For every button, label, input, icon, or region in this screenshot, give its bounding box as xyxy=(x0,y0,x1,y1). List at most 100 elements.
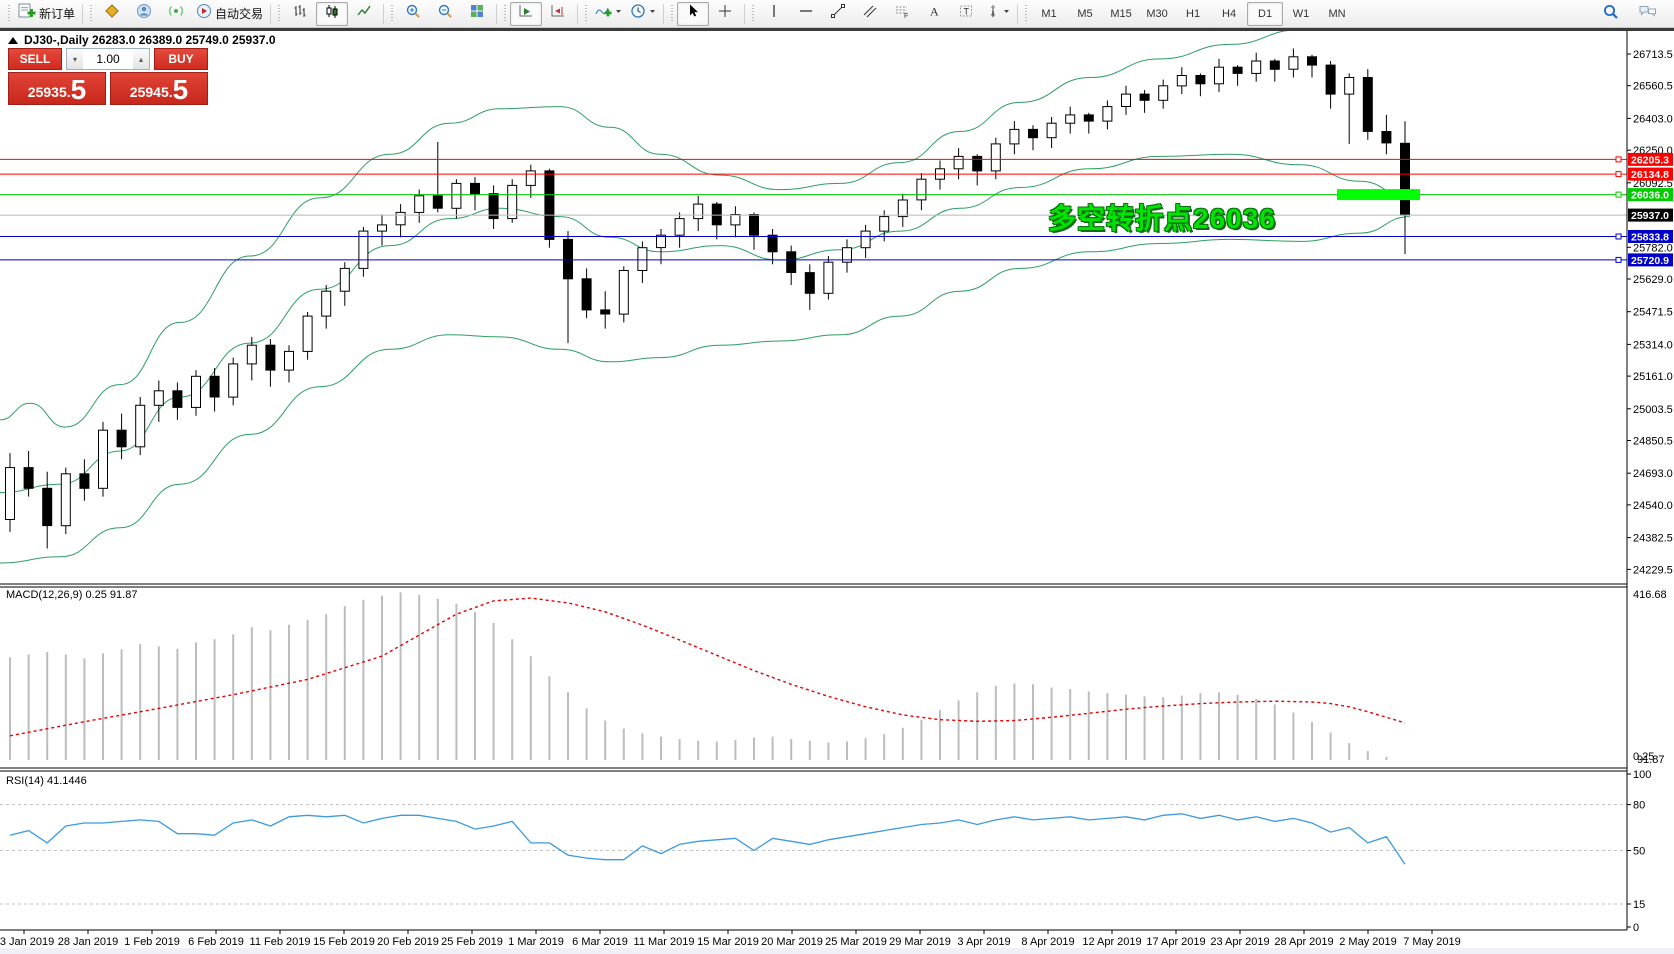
toolbar-drag-handle[interactable] xyxy=(503,4,508,23)
vertical-line-button[interactable] xyxy=(758,2,790,26)
bid-price-button[interactable]: 25935. 5 xyxy=(8,72,106,105)
equidistant-channel-button[interactable] xyxy=(854,2,886,26)
timeframe-W1-button[interactable]: W1 xyxy=(1292,7,1310,20)
chart-surface[interactable] xyxy=(0,31,1674,954)
svg-text:50: 50 xyxy=(1633,846,1645,858)
toolbar-drag-handle[interactable] xyxy=(751,4,756,23)
toolbar-button-label: 自动交易 xyxy=(215,7,264,21)
ask-price-button[interactable]: 25945. 5 xyxy=(110,72,208,105)
svg-text:20 Feb 2019: 20 Feb 2019 xyxy=(377,936,439,948)
svg-text:25629.0: 25629.0 xyxy=(1633,274,1673,286)
main-toolbar: 新订单 自动交易 F A T M1 M5 M15 M30 H1 H4 D1 W1 MN xyxy=(0,0,1674,28)
clock-icon xyxy=(630,3,646,24)
toolbar-drag-handle[interactable] xyxy=(7,4,11,23)
svg-text:A: A xyxy=(930,5,939,19)
line-chart-button[interactable] xyxy=(348,2,380,26)
svg-text:6 Mar 2019: 6 Mar 2019 xyxy=(572,936,628,948)
chart-shift-button[interactable] xyxy=(542,2,574,26)
svg-text:25314.0: 25314.0 xyxy=(1633,339,1673,351)
timeframe-M1-button[interactable]: M1 xyxy=(1041,7,1057,20)
timeframe-M5-button[interactable]: M5 xyxy=(1077,7,1093,20)
buy-button[interactable]: BUY xyxy=(154,48,208,70)
history-center-button[interactable] xyxy=(96,2,128,26)
collapse-triangle-icon[interactable] xyxy=(8,36,18,44)
toolbar-drag-handle[interactable] xyxy=(277,4,282,23)
timeframe-D1-button[interactable]: D1 xyxy=(1247,1,1284,26)
time-axis[interactable]: 23 Jan 2019 28 Jan 2019 1 Feb 2019 6 Feb 20… xyxy=(0,930,1461,948)
sell-button[interactable]: SELL xyxy=(8,48,62,70)
search-button[interactable] xyxy=(1594,2,1626,26)
periods-button[interactable] xyxy=(626,2,660,26)
timeframe-MN-button[interactable]: MN xyxy=(1328,7,1346,20)
volume-value[interactable]: 1.00 xyxy=(96,52,120,66)
chevron-down-icon[interactable] xyxy=(615,3,622,24)
price-axis[interactable]: 26713.526560.526403.026250.026092.525782… xyxy=(1626,31,1673,930)
bid-main: 25935 xyxy=(27,84,67,100)
text-label-button[interactable]: T xyxy=(950,2,982,26)
new-order-icon xyxy=(18,3,36,24)
horizontal-line-button[interactable] xyxy=(790,2,822,26)
textlabel-icon: T xyxy=(958,3,974,24)
svg-text:12 Apr 2019: 12 Apr 2019 xyxy=(1082,936,1141,948)
cursor-button[interactable] xyxy=(677,1,710,26)
ask-big-digit: 5 xyxy=(172,74,189,105)
toolbar-drag-handle[interactable] xyxy=(584,4,589,23)
svg-text:15 Feb 2019: 15 Feb 2019 xyxy=(313,936,375,948)
chevron-down-icon[interactable] xyxy=(649,3,656,24)
toolbar-drag-handle[interactable] xyxy=(1024,4,1029,23)
text-button[interactable]: A xyxy=(918,2,950,26)
horizontal-lines[interactable] xyxy=(0,156,1627,263)
svg-text:29 Mar 2019: 29 Mar 2019 xyxy=(889,936,951,948)
timeframe-M30-button[interactable]: M30 xyxy=(1146,7,1168,20)
rsi-pane[interactable]: 100 80 50 15 0 RSI(14) 41.1446 xyxy=(0,769,1651,934)
indicator-icon xyxy=(595,3,612,24)
svg-text:17 Apr 2019: 17 Apr 2019 xyxy=(1146,936,1205,948)
toolbar-drag-handle[interactable] xyxy=(89,4,94,23)
svg-text:6 Feb 2019: 6 Feb 2019 xyxy=(188,936,244,948)
zoom-in-button[interactable] xyxy=(397,2,429,26)
timeframe-H1-button[interactable]: H1 xyxy=(1186,7,1201,20)
candle-chart-button[interactable] xyxy=(316,1,349,26)
candles-icon xyxy=(324,3,340,24)
indicators-button[interactable] xyxy=(591,2,626,26)
chart-title-text: DJ30-,Daily 26283.0 26389.0 25749.0 2593… xyxy=(24,33,276,47)
svg-text:23 Jan 2019: 23 Jan 2019 xyxy=(0,936,54,948)
pane-separators[interactable] xyxy=(0,583,1627,931)
bar-chart-button[interactable] xyxy=(284,2,316,26)
chat-button[interactable] xyxy=(1632,2,1664,26)
svg-text:3 Apr 2019: 3 Apr 2019 xyxy=(957,936,1010,948)
chevron-down-icon[interactable] xyxy=(1003,3,1010,24)
shapes-button[interactable] xyxy=(982,2,1014,26)
toolbar-drag-handle[interactable] xyxy=(670,4,675,23)
linechart-icon xyxy=(356,3,372,24)
crosshair-button[interactable] xyxy=(709,2,741,26)
svg-text:7 May 2019: 7 May 2019 xyxy=(1403,936,1460,948)
timeframe-H4-button[interactable]: H4 xyxy=(1222,7,1237,20)
profiles-button[interactable] xyxy=(128,2,160,26)
svg-text:24850.5: 24850.5 xyxy=(1633,436,1673,448)
history-icon xyxy=(104,3,120,24)
fibonacci-button[interactable]: F xyxy=(886,2,918,26)
toolbar-button-label: 新订单 xyxy=(39,7,76,21)
toolbar-separator xyxy=(577,3,579,24)
timeframe-M15-button[interactable]: M15 xyxy=(1110,7,1132,20)
auto-trading-button[interactable]: 自动交易 xyxy=(192,2,267,26)
tile-windows-button[interactable] xyxy=(461,2,493,26)
pivot-annotation[interactable]: 多空转折点26036 xyxy=(1048,203,1276,234)
zoom-out-button[interactable] xyxy=(429,2,461,26)
svg-text:100: 100 xyxy=(1633,769,1651,781)
chart-title: DJ30-,Daily 26283.0 26389.0 25749.0 2593… xyxy=(8,33,276,47)
candles xyxy=(5,48,1410,549)
svg-text:20 Mar 2019: 20 Mar 2019 xyxy=(761,936,823,948)
volume-increase-button[interactable]: ▴ xyxy=(133,49,149,69)
trendline-button[interactable] xyxy=(822,2,854,26)
svg-text:0.25: 0.25 xyxy=(1633,751,1654,763)
volume-decrease-button[interactable]: ▾ xyxy=(67,49,83,69)
toolbar-drag-handle[interactable] xyxy=(390,4,395,23)
svg-text:1 Feb 2019: 1 Feb 2019 xyxy=(124,936,180,948)
signals-button[interactable] xyxy=(160,2,192,26)
new-order-button[interactable]: 新订单 xyxy=(14,2,79,26)
auto-scroll-button[interactable] xyxy=(510,1,543,26)
